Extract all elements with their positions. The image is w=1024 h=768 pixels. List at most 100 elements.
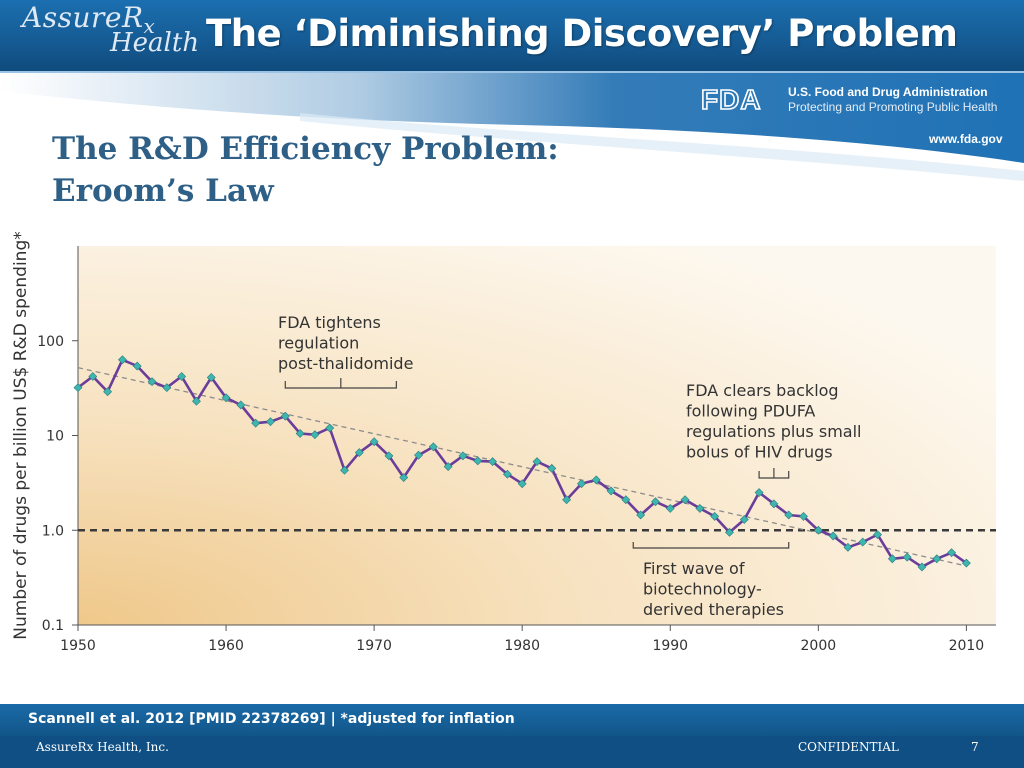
data-point <box>295 429 305 438</box>
data-point <box>384 451 394 461</box>
page-number: 7 <box>971 740 979 754</box>
data-point <box>799 511 808 521</box>
data-point <box>621 495 631 505</box>
data-point <box>917 562 927 572</box>
data-point <box>206 373 216 382</box>
data-point <box>532 457 542 467</box>
content-title-line1: The R&D Efficiency Problem: <box>52 131 559 167</box>
data-point <box>947 548 957 558</box>
data-point <box>961 558 971 568</box>
data-point <box>147 377 157 387</box>
annotation-pdufa-line: regulations plus small <box>686 422 861 441</box>
fda-banner-swoosh <box>0 73 1024 181</box>
data-point <box>414 450 423 460</box>
data-point <box>606 486 616 496</box>
data-point <box>725 527 734 537</box>
x-tick-label: 1970 <box>356 638 392 654</box>
x-tick-label: 1980 <box>504 638 540 654</box>
annotation-biotech-line: First wave of <box>643 559 745 578</box>
footer-bar <box>0 736 1024 768</box>
y-tick-label: 100 <box>37 334 64 350</box>
data-point <box>399 473 409 482</box>
data-point <box>266 417 275 427</box>
data-point <box>517 479 527 489</box>
data-point <box>177 372 187 381</box>
footer-company: AssureRx Health, Inc. <box>36 740 169 754</box>
annotation-pdufa-line: FDA clears backlog <box>686 381 839 400</box>
data-point <box>651 497 660 507</box>
data-point <box>340 465 349 475</box>
data-point <box>117 355 127 365</box>
slide-title: The ‘Diminishing Discovery’ Problem <box>206 12 958 55</box>
data-point <box>162 383 172 393</box>
plot-background <box>78 246 996 625</box>
data-point <box>369 437 379 447</box>
data-point <box>562 495 572 505</box>
data-point <box>236 400 246 410</box>
header-divider <box>0 71 1024 73</box>
data-point <box>132 361 142 371</box>
annotation-biotech-line: biotechnology- <box>643 580 762 599</box>
data-point <box>858 537 868 547</box>
x-tick-label: 1950 <box>60 638 96 654</box>
x-tick-label: 2010 <box>949 638 985 654</box>
data-point <box>502 469 512 479</box>
data-point <box>280 411 290 421</box>
svg-text:FDA: FDA <box>701 84 762 114</box>
annotation-biotech-line: derived therapies <box>643 600 784 619</box>
data-point <box>473 456 483 466</box>
logo-line2: Health <box>110 28 200 58</box>
data-point <box>843 542 853 552</box>
logo-subscript: x <box>143 14 156 38</box>
data-point <box>769 499 779 509</box>
data-point <box>458 451 468 461</box>
data-point <box>73 383 83 393</box>
data-point <box>428 442 438 452</box>
data-point <box>192 396 201 406</box>
annotation-thalidomide-line: regulation <box>278 334 359 353</box>
annotation-pdufa-line: bolus of HIV drugs <box>686 443 833 462</box>
data-point <box>443 462 453 471</box>
data-point <box>784 510 794 520</box>
x-tick-label: 2000 <box>801 638 837 654</box>
logo-line1: AssureR <box>22 1 144 34</box>
data-point <box>754 488 764 497</box>
y-tick-label: 10 <box>46 429 64 445</box>
footer-confidential: CONFIDENTIAL <box>798 740 899 754</box>
fda-tagline: Protecting and Promoting Public Health <box>788 100 998 114</box>
data-point <box>710 511 720 521</box>
data-point <box>325 423 335 433</box>
citation-text: Scannell et al. 2012 [PMID 22378269] | *… <box>28 711 515 727</box>
data-point <box>88 372 98 381</box>
y-tick-label: 0.1 <box>42 618 64 634</box>
x-tick-label: 1960 <box>208 638 244 654</box>
data-point <box>665 503 675 513</box>
data-point <box>887 554 897 564</box>
fda-logo: FDA <box>701 84 762 114</box>
data-point <box>591 475 601 485</box>
content-title: The R&D Efficiency Problem: Eroom’s Law <box>52 128 559 212</box>
annotation-biotech-bracket <box>632 542 790 549</box>
data-point <box>251 418 261 428</box>
citation-bar <box>0 704 1024 736</box>
data-point <box>873 530 882 540</box>
data-point <box>576 479 586 489</box>
data-point <box>636 510 646 520</box>
data-point <box>354 448 364 458</box>
data-point <box>103 387 113 397</box>
eroom-chart: 0.1 1.0 10 100 1950 1960 1970 1980 1990 2000 2010 N… <box>11 232 996 654</box>
data-point <box>739 515 749 524</box>
data-point <box>547 463 557 473</box>
x-tick-label: 1990 <box>652 638 688 654</box>
data-point <box>680 495 690 505</box>
data-point <box>310 430 320 440</box>
content-title-line2: Eroom’s Law <box>52 173 274 209</box>
annotation-pdufa-line: following PDUFA <box>686 402 815 421</box>
y-axis-label: Number of drugs per billion US$ R&D spen… <box>11 232 31 640</box>
data-point <box>221 393 231 403</box>
data-point <box>902 552 912 562</box>
y-tick-label: 1.0 <box>42 523 64 539</box>
annotation-thalidomide-line: post-thalidomide <box>278 354 413 373</box>
data-point <box>813 525 823 535</box>
fda-name: U.S. Food and Drug Administration <box>788 85 988 99</box>
